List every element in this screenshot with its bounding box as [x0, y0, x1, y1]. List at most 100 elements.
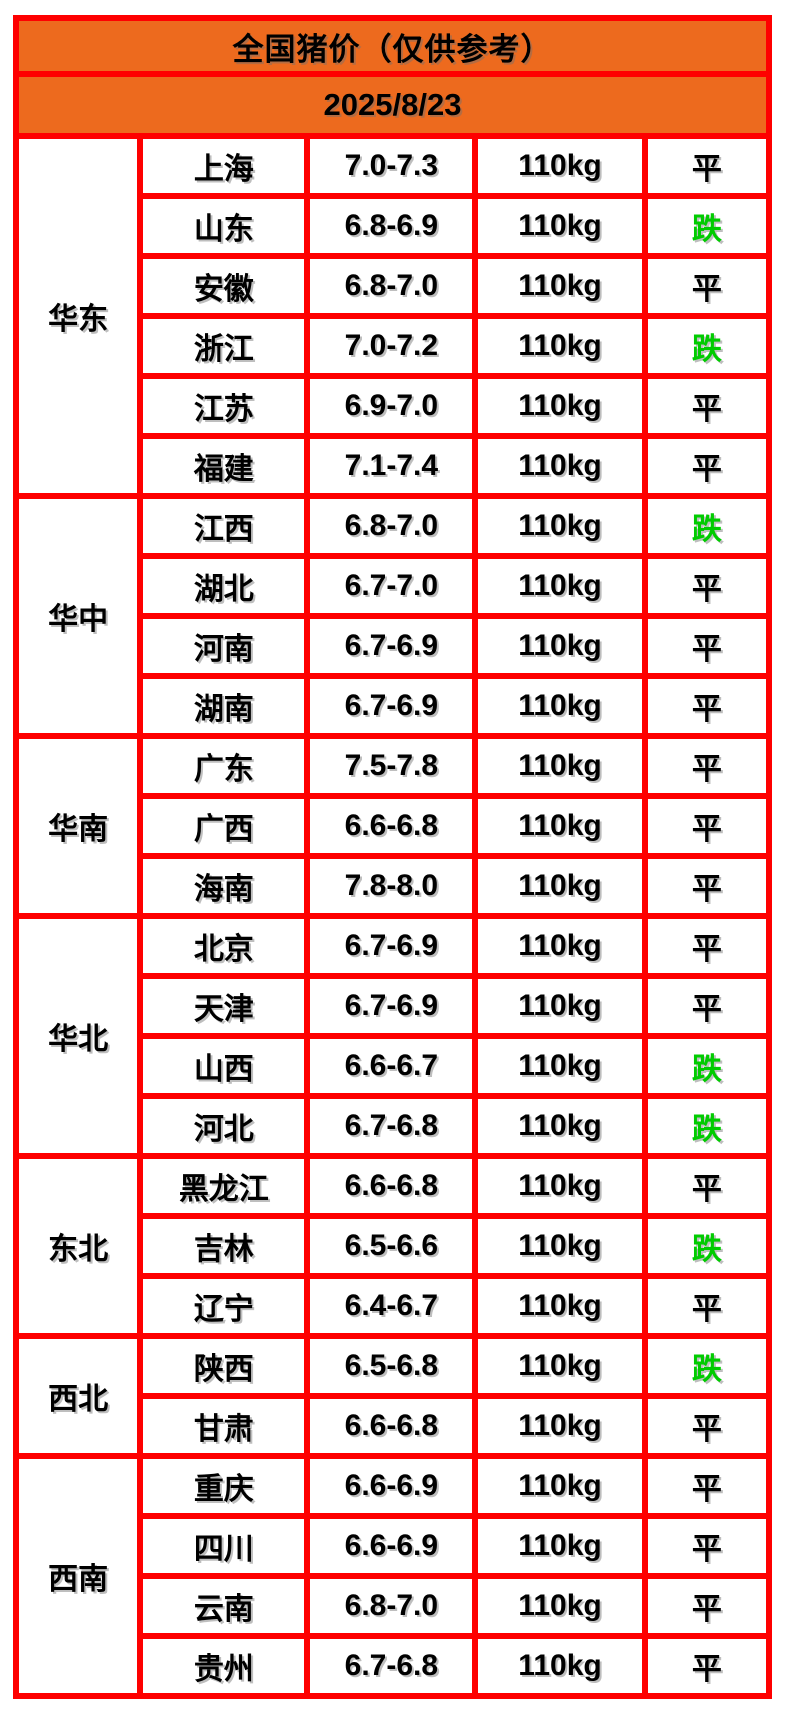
price-cell: 6.6-6.9	[304, 1453, 479, 1519]
weight-cell: 110kg	[472, 493, 648, 559]
province-cell: 陕西	[137, 1333, 311, 1399]
province-cell: 河北	[137, 1093, 311, 1159]
status-cell: 平	[641, 853, 773, 919]
status-cell: 跌	[641, 493, 773, 559]
province-cell: 广西	[137, 793, 311, 859]
status-cell: 跌	[641, 193, 773, 259]
province-cell: 广东	[137, 733, 311, 799]
weight-cell: 110kg	[472, 853, 648, 919]
price-cell: 6.4-6.7	[304, 1273, 479, 1339]
weight-cell: 110kg	[472, 193, 648, 259]
status-cell: 平	[641, 973, 773, 1039]
province-cell: 江苏	[137, 373, 311, 439]
weight-cell: 110kg	[472, 1093, 648, 1159]
table-row: 辽宁 6.4-6.7 110kg 平	[16, 1273, 773, 1339]
price-cell: 6.7-7.0	[304, 553, 479, 619]
price-cell: 6.8-6.9	[304, 193, 479, 259]
weight-cell: 110kg	[472, 313, 648, 379]
pig-price-table: 全国猪价（仅供参考） 2025/8/23 华东 上海 7.0-7.3 110kg 平山东…	[12, 15, 773, 1699]
weight-cell: 110kg	[472, 1333, 648, 1399]
price-cell: 6.5-6.6	[304, 1213, 479, 1279]
weight-cell: 110kg	[472, 673, 648, 739]
table-row: 福建 7.1-7.4 110kg 平	[16, 433, 773, 499]
status-cell: 平	[641, 913, 773, 979]
weight-cell: 110kg	[472, 1273, 648, 1339]
status-cell: 平	[641, 1573, 773, 1639]
province-cell: 山西	[137, 1033, 311, 1099]
table-row: 广西 6.6-6.8 110kg 平	[16, 793, 773, 859]
price-cell: 6.7-6.9	[304, 673, 479, 739]
weight-cell: 110kg	[472, 733, 648, 799]
province-cell: 山东	[137, 193, 311, 259]
table-row: 江苏 6.9-7.0 110kg 平	[16, 373, 773, 439]
weight-cell: 110kg	[472, 553, 648, 619]
price-cell: 7.8-8.0	[304, 853, 479, 919]
weight-cell: 110kg	[472, 793, 648, 859]
status-cell: 平	[641, 133, 773, 199]
price-cell: 7.5-7.8	[304, 733, 479, 799]
weight-cell: 110kg	[472, 913, 648, 979]
table-row: 天津 6.7-6.9 110kg 平	[16, 973, 773, 1039]
status-cell: 平	[641, 1273, 773, 1339]
region-cell: 西北	[12, 1333, 144, 1459]
table-row: 湖南 6.7-6.9 110kg 平	[16, 673, 773, 739]
province-cell: 浙江	[137, 313, 311, 379]
table-row: 西北 陕西 6.5-6.8 110kg 跌	[12, 1333, 773, 1459]
table-row: 华南 广东 7.5-7.8 110kg 平	[12, 733, 773, 919]
table-row: 西南 重庆 6.6-6.9 110kg 平	[12, 1453, 773, 1699]
status-cell: 跌	[641, 313, 773, 379]
weight-cell: 110kg	[472, 973, 648, 1039]
weight-cell: 110kg	[472, 1453, 648, 1519]
region-cell: 华中	[12, 493, 144, 739]
price-cell: 6.7-6.9	[304, 913, 479, 979]
table-row: 贵州 6.7-6.8 110kg 平	[16, 1633, 773, 1699]
province-cell: 安徽	[137, 253, 311, 319]
price-cell: 6.7-6.8	[304, 1093, 479, 1159]
province-cell: 吉林	[137, 1213, 311, 1279]
province-cell: 海南	[137, 853, 311, 919]
province-cell: 贵州	[137, 1633, 311, 1699]
table-row: 吉林 6.5-6.6 110kg 跌	[16, 1213, 773, 1279]
weight-cell: 110kg	[472, 1153, 648, 1219]
region-cell: 西南	[12, 1453, 144, 1699]
status-cell: 平	[641, 433, 773, 499]
status-cell: 跌	[641, 1213, 773, 1279]
table-row: 河南 6.7-6.9 110kg 平	[16, 613, 773, 679]
status-cell: 平	[641, 1453, 773, 1519]
province-cell: 天津	[137, 973, 311, 1039]
province-cell: 黑龙江	[137, 1153, 311, 1219]
province-cell: 湖南	[137, 673, 311, 739]
status-cell: 平	[641, 1393, 773, 1459]
weight-cell: 110kg	[472, 1393, 648, 1459]
status-cell: 平	[641, 253, 773, 319]
region-cell: 华南	[12, 733, 144, 919]
weight-cell: 110kg	[472, 1513, 648, 1579]
table-row: 云南 6.8-7.0 110kg 平	[16, 1573, 773, 1639]
province-cell: 四川	[137, 1513, 311, 1579]
price-cell: 6.6-6.8	[304, 1393, 479, 1459]
price-cell: 6.7-6.9	[304, 973, 479, 1039]
weight-cell: 110kg	[472, 613, 648, 679]
province-cell: 北京	[137, 913, 311, 979]
table-row: 山东 6.8-6.9 110kg 跌	[16, 193, 773, 259]
price-cell: 6.8-7.0	[304, 493, 479, 559]
page-title: 全国猪价（仅供参考）	[13, 15, 772, 77]
province-cell: 辽宁	[137, 1273, 311, 1339]
price-cell: 7.0-7.3	[304, 133, 479, 199]
weight-cell: 110kg	[472, 1033, 648, 1099]
status-cell: 平	[641, 553, 773, 619]
table-row: 湖北 6.7-7.0 110kg 平	[16, 553, 773, 619]
weight-cell: 110kg	[472, 253, 648, 319]
price-board: 全国猪价（仅供参考） 2025/8/23 华东 上海 7.0-7.3 110kg 平山东…	[12, 15, 773, 1699]
weight-cell: 110kg	[472, 1573, 648, 1639]
table-row: 东北 黑龙江 6.6-6.8 110kg 平	[12, 1153, 773, 1339]
table-row: 华东 上海 7.0-7.3 110kg 平	[12, 133, 773, 499]
status-cell: 平	[641, 673, 773, 739]
status-cell: 平	[641, 613, 773, 679]
status-cell: 平	[641, 1513, 773, 1579]
table-row: 河北 6.7-6.8 110kg 跌	[16, 1093, 773, 1159]
region-cell: 华东	[12, 133, 144, 499]
price-cell: 6.8-7.0	[304, 1573, 479, 1639]
price-cell: 7.0-7.2	[304, 313, 479, 379]
price-cell: 6.6-6.8	[304, 793, 479, 859]
